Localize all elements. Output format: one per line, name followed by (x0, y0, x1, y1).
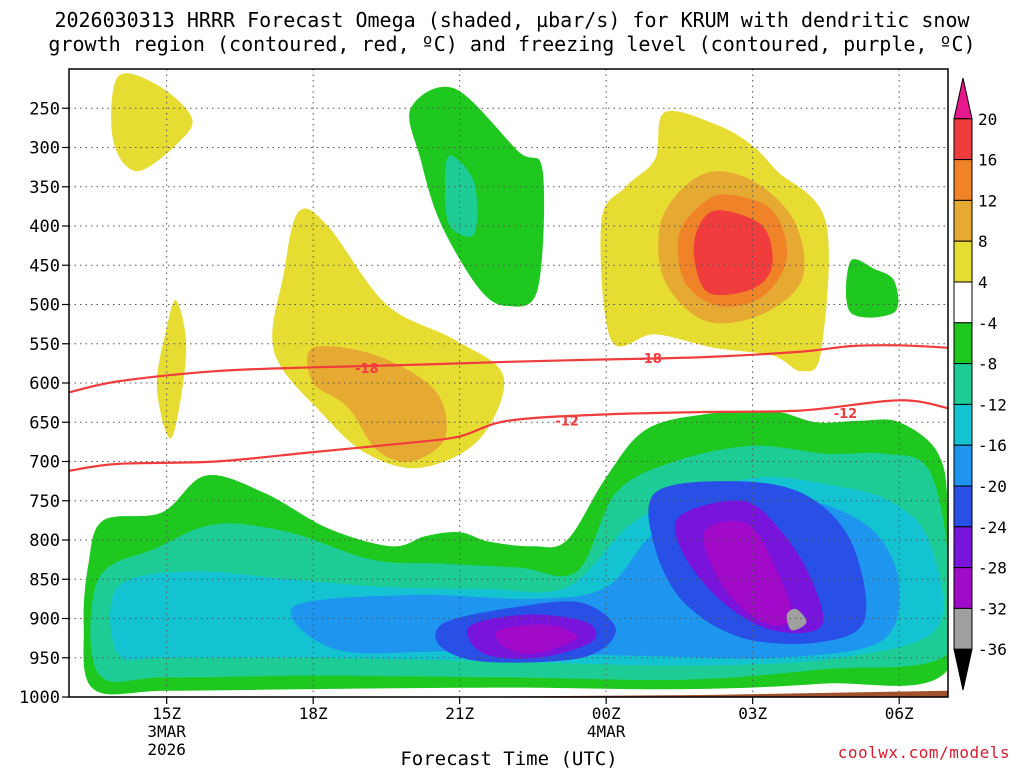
x-tick-date-label: 3MAR (147, 722, 186, 741)
colorbar-swatch (953, 159, 973, 201)
x-tick-date-label: 4MAR (587, 722, 626, 741)
terrain-layer (69, 690, 948, 697)
y-tick-label-300: 300 (29, 139, 60, 159)
colorbar-label: 20 (978, 110, 997, 129)
y-tick-label-600: 600 (29, 374, 60, 394)
colorbar-swatch (953, 607, 973, 650)
colorbar-swatch (953, 240, 973, 283)
x-tick-year-label: 2026 (147, 740, 186, 759)
dgz-contour-label: -12 (834, 407, 858, 422)
omega-region-thin-lift-plume (156, 300, 187, 439)
terrain-fill (69, 690, 948, 697)
y-tick-label-850: 850 (29, 570, 60, 590)
dgz-contour-label: -18 (355, 362, 379, 377)
dgz-contour-label: -12 (555, 415, 579, 430)
colorbar-label: -12 (978, 395, 1007, 414)
colorbar-label: -16 (978, 436, 1007, 455)
colorbar-label: -32 (978, 599, 1007, 618)
colorbar-swatch (953, 363, 973, 405)
x-tick-label-15Z: 15Z (152, 704, 181, 723)
dgz-contour-label: -18 (638, 352, 662, 367)
x-tick-label-06Z: 06Z (885, 704, 914, 723)
omega-region-low-sink-28 (495, 624, 578, 655)
y-tick-label-900: 900 (29, 610, 60, 630)
omega-region-mid-left-lift-core (306, 345, 447, 462)
omega-region-low-sink-28b (703, 521, 793, 626)
x-tick-label-03Z: 03Z (738, 704, 767, 723)
colorbar-label: 8 (978, 232, 988, 251)
omega-region-mid-left-lift (272, 208, 505, 469)
colorbar-label: 4 (978, 273, 988, 292)
y-tick-label-750: 750 (29, 492, 60, 512)
colorbar-swatch (953, 567, 973, 609)
colorbar-label: 16 (978, 151, 997, 170)
omega-region-small-sink (845, 259, 899, 318)
dgz-contour--12 (69, 399, 948, 472)
colorbar-label: -20 (978, 477, 1007, 496)
chart-title-line-2: growth region (contoured, red, ºC) and f… (48, 32, 976, 56)
colorbar-label: -4 (978, 314, 997, 333)
x-tick-label-18Z: 18Z (299, 704, 328, 723)
colorbar-swatch (953, 403, 973, 446)
x-tick-label-00Z: 00Z (592, 704, 621, 723)
colorbar-label: -28 (978, 559, 1007, 578)
y-tick-label-1000: 1000 (19, 688, 60, 708)
colorbar-label: 12 (978, 191, 997, 210)
colorbar-bottom-arrow (953, 648, 973, 691)
colorbar-label: -24 (978, 518, 1007, 537)
y-tick-label-350: 350 (29, 178, 60, 198)
y-tick-label-500: 500 (29, 296, 60, 316)
y-tick-label-400: 400 (29, 217, 60, 237)
y-tick-label-800: 800 (29, 531, 60, 551)
colorbar-legend: 20 16 12 8 4 -4 -8 -12 -16 -20 -24 -28 -32 -36 (953, 77, 1007, 691)
dgz-contour--18 (69, 344, 948, 394)
y-tick-label-700: 700 (29, 453, 60, 473)
colorbar-label: -36 (978, 640, 1007, 659)
x-axis-label: Forecast Time (UTC) (400, 748, 617, 768)
omega-region-upper-left-lift (111, 73, 193, 172)
dgz-contours: -18 -18 -12 -12 (69, 344, 948, 472)
colorbar-swatch (953, 199, 973, 242)
y-tick-label-650: 650 (29, 413, 60, 433)
y-tick-label-450: 450 (29, 256, 60, 276)
colorbar-label: -8 (978, 355, 997, 374)
watermark: coolwx.com/models (837, 743, 1010, 762)
x-tick-label-21Z: 21Z (445, 704, 474, 723)
grid-lines (69, 69, 948, 697)
chart-title-line-1: 2026030313 HRRR Forecast Omega (shaded, … (54, 8, 970, 32)
omega-shading (83, 73, 948, 695)
omega-region-low-sink-32 (786, 608, 807, 631)
colorbar-swatch (953, 444, 973, 487)
omega-region-upper-sink-core (445, 155, 478, 237)
colorbar-top-arrow (953, 77, 973, 120)
y-tick-label-550: 550 (29, 335, 60, 355)
y-tick-label-950: 950 (29, 649, 60, 669)
colorbar-swatch (953, 118, 973, 161)
colorbar-swatch (953, 281, 973, 324)
colorbar-swatch (953, 322, 973, 365)
y-axis: 250 300 350 400 450 500 550 600 650 700 750 800 850 9… (19, 99, 69, 708)
colorbar-swatch (953, 485, 973, 528)
colorbar-swatch (953, 526, 973, 569)
y-tick-label-250: 250 (29, 99, 60, 119)
